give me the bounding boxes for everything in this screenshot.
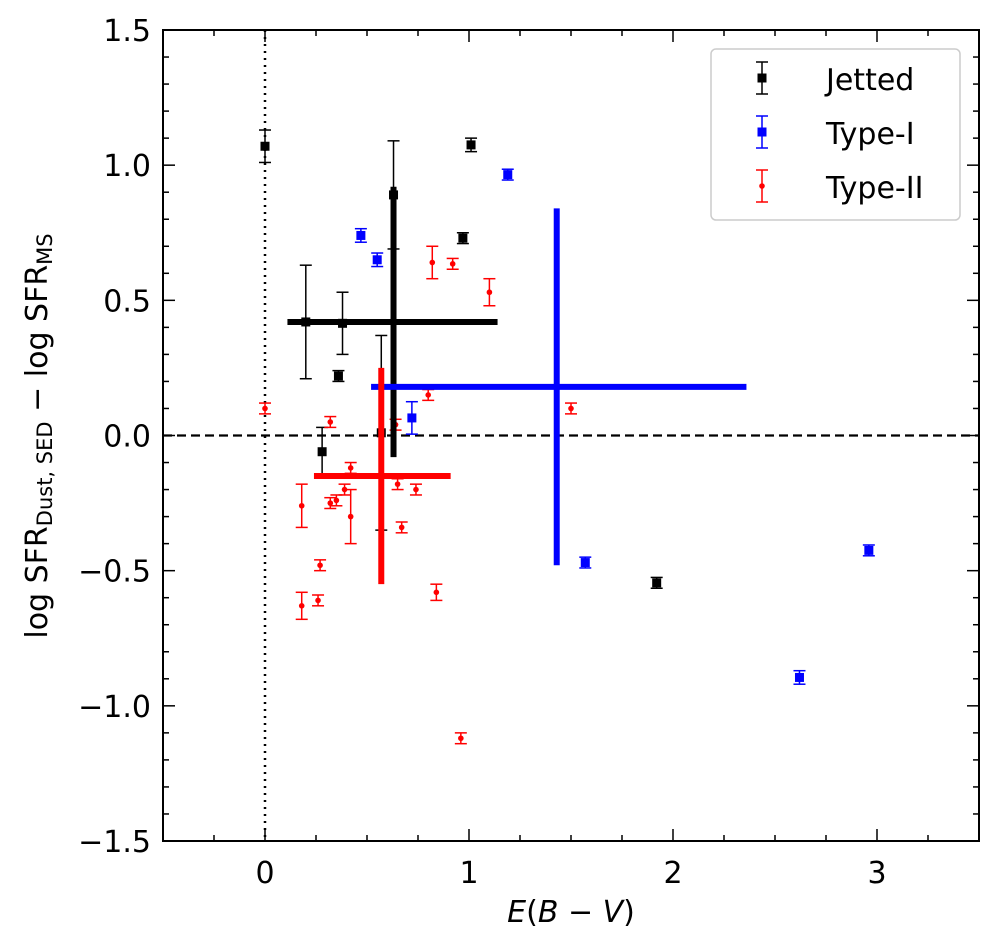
point-type-ii (347, 513, 354, 520)
point-type-ii (394, 481, 401, 487)
plot-frame (162, 29, 980, 842)
point-type-ii (398, 524, 405, 531)
legend-label-jetted: Jetted (824, 63, 914, 98)
x-tick-label: 0 (255, 856, 274, 891)
point-jetted (333, 371, 343, 381)
legend: Jetted Type-I Type-II (710, 48, 961, 221)
y-tick-label: −0.5 (78, 555, 151, 590)
point-type-ii (315, 597, 321, 604)
legend-point (757, 73, 767, 83)
point-type-i (580, 558, 590, 568)
point-type-i (864, 545, 874, 555)
point-type-i (407, 413, 417, 423)
y-axis-label: log SFRDust, SED − log SFRMS (20, 233, 57, 638)
series-type-ii (259, 245, 577, 745)
x-label-open: ( (526, 895, 538, 930)
legend-marker-jetted (756, 61, 768, 95)
point-type-ii (429, 259, 436, 266)
point-type-ii (333, 497, 340, 504)
data-layer (259, 129, 875, 745)
y-tick-label: −1.0 (78, 690, 151, 725)
point-jetted (466, 140, 476, 150)
point-type-ii (433, 589, 440, 596)
point-jetted (458, 233, 468, 243)
point-type-ii (449, 261, 456, 267)
legend-marker-type-ii (756, 169, 768, 203)
point-type-ii (486, 289, 493, 296)
point-type-ii (341, 486, 348, 493)
series-type-i (354, 168, 875, 685)
point-type-i (503, 170, 513, 180)
x-tick-label: 2 (663, 856, 682, 891)
legend-frame (710, 48, 961, 221)
median-cross-type-ii (313, 367, 451, 585)
point-type-ii (413, 486, 419, 493)
x-axis-label: E(B − V) (507, 895, 635, 930)
reference-lines (163, 30, 979, 841)
x-label-v: V (603, 895, 626, 930)
point-type-ii (425, 392, 432, 398)
y-label-minus: − log SFR (20, 265, 55, 422)
x-label-close: ) (623, 895, 635, 930)
median-cross-type-i (371, 208, 747, 566)
point-jetted (260, 141, 270, 151)
y-label-log: log SFR (20, 526, 55, 638)
point-type-ii (458, 735, 464, 742)
point-type-i (794, 672, 804, 682)
point-jetted (317, 447, 327, 457)
point-type-ii (262, 405, 268, 412)
y-tick-label: 0.0 (103, 420, 151, 455)
legend-point (757, 127, 767, 137)
y-tick-label: 1.0 (103, 149, 151, 184)
median-cross-jetted (287, 186, 498, 458)
point-type-i (356, 230, 366, 240)
y-tick-label: −1.5 (78, 825, 151, 860)
point-type-ii (568, 405, 574, 412)
point-type-ii (298, 603, 305, 609)
y-label-sub-ms: MS (33, 233, 57, 264)
point-type-ii (317, 562, 323, 569)
point-type-ii (347, 465, 354, 471)
point-type-ii (327, 419, 334, 425)
legend-label-type-ii: Type-II (825, 171, 923, 206)
y-label-sub-dust: Dust, SED (33, 421, 57, 526)
legend-label-type-i: Type-I (825, 117, 915, 152)
x-tick-label: 3 (867, 856, 886, 891)
x-label-var: E (507, 895, 526, 930)
point-type-ii (327, 500, 334, 506)
x-label-b: B (538, 895, 559, 930)
point-type-ii (298, 502, 305, 509)
legend-point (759, 183, 765, 189)
point-type-i (372, 255, 382, 265)
y-tick-label: 1.5 (103, 14, 151, 49)
x-tick-label: 1 (459, 856, 478, 891)
y-tick-label: 0.5 (103, 284, 151, 319)
legend-marker-type-i (756, 115, 768, 149)
point-jetted (652, 578, 662, 588)
x-label-minus: − (558, 895, 602, 930)
